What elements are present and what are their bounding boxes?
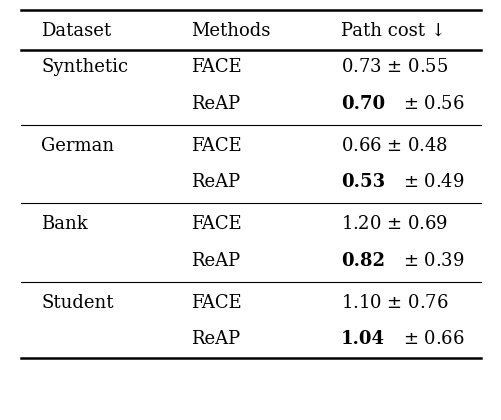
Text: ReAP: ReAP — [191, 331, 240, 348]
Text: ReAP: ReAP — [191, 173, 240, 192]
Text: Methods: Methods — [191, 21, 270, 39]
Text: 1.10 $\pm$ 0.76: 1.10 $\pm$ 0.76 — [340, 294, 447, 312]
Text: Dataset: Dataset — [41, 21, 111, 39]
Text: FACE: FACE — [191, 137, 241, 155]
Text: $\pm$ 0.39: $\pm$ 0.39 — [402, 252, 463, 270]
Text: $\pm$ 0.49: $\pm$ 0.49 — [402, 173, 463, 192]
Text: 0.53: 0.53 — [340, 173, 384, 192]
Text: 0.73 $\pm$ 0.55: 0.73 $\pm$ 0.55 — [340, 58, 447, 76]
Text: 1.04: 1.04 — [340, 331, 384, 348]
Text: Path cost ↓: Path cost ↓ — [340, 21, 445, 39]
Text: FACE: FACE — [191, 215, 241, 233]
Text: ReAP: ReAP — [191, 95, 240, 113]
Text: FACE: FACE — [191, 58, 241, 76]
Text: FACE: FACE — [191, 294, 241, 312]
Text: 0.70: 0.70 — [340, 95, 384, 113]
Text: 0.82: 0.82 — [340, 252, 384, 270]
Text: Bank: Bank — [41, 215, 88, 233]
Text: German: German — [41, 137, 114, 155]
Text: Student: Student — [41, 294, 114, 312]
Text: ReAP: ReAP — [191, 252, 240, 270]
Text: Synthetic: Synthetic — [41, 58, 128, 76]
Text: $\pm$ 0.66: $\pm$ 0.66 — [402, 331, 463, 348]
Text: $\pm$ 0.56: $\pm$ 0.56 — [402, 95, 463, 113]
Text: 1.20 $\pm$ 0.69: 1.20 $\pm$ 0.69 — [340, 215, 447, 233]
Text: 0.66 $\pm$ 0.48: 0.66 $\pm$ 0.48 — [340, 137, 447, 155]
